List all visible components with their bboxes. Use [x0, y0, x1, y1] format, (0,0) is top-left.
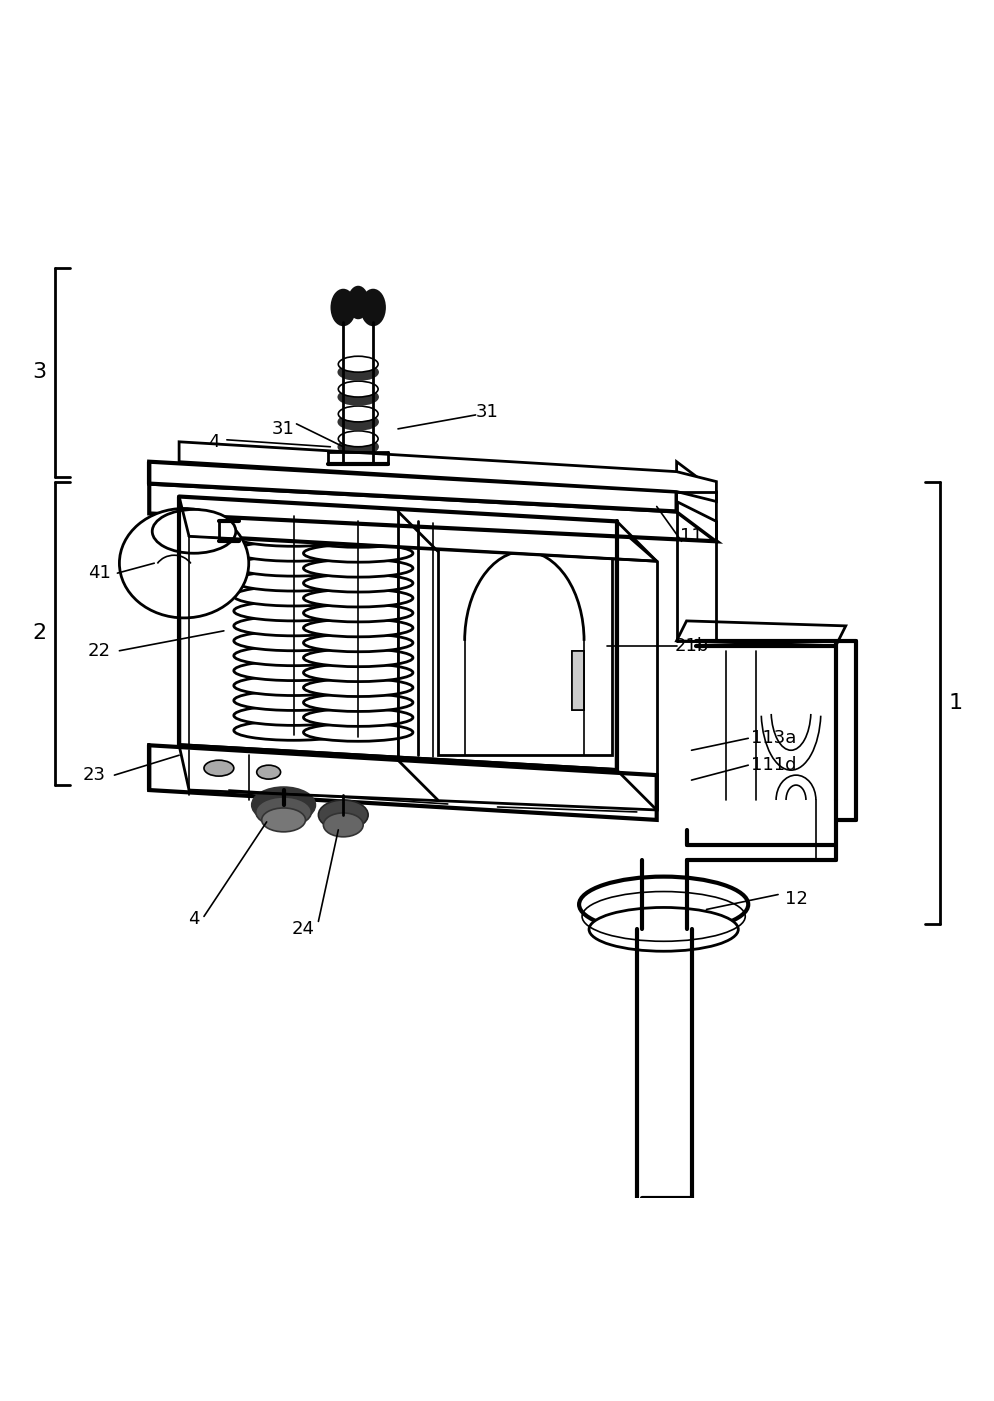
Ellipse shape [303, 649, 413, 667]
Ellipse shape [251, 787, 315, 822]
Text: 31: 31 [272, 420, 294, 439]
Ellipse shape [234, 706, 353, 726]
Text: 22: 22 [87, 642, 111, 660]
Ellipse shape [303, 693, 413, 712]
Polygon shape [149, 462, 676, 511]
Ellipse shape [303, 588, 413, 607]
Ellipse shape [303, 544, 413, 562]
Text: 4: 4 [208, 433, 220, 451]
Ellipse shape [204, 761, 234, 776]
Ellipse shape [338, 439, 378, 455]
Polygon shape [676, 621, 845, 646]
Ellipse shape [234, 646, 353, 665]
Polygon shape [149, 483, 716, 541]
Text: 113a: 113a [750, 730, 796, 747]
Ellipse shape [234, 527, 353, 546]
Ellipse shape [588, 908, 738, 951]
Ellipse shape [234, 616, 353, 636]
Polygon shape [179, 441, 716, 502]
Ellipse shape [303, 604, 413, 622]
Ellipse shape [338, 406, 378, 422]
Ellipse shape [318, 800, 368, 829]
Ellipse shape [303, 709, 413, 726]
Text: 1: 1 [947, 693, 961, 713]
Text: 31: 31 [476, 403, 498, 420]
Ellipse shape [303, 678, 413, 696]
Ellipse shape [338, 381, 378, 396]
Ellipse shape [234, 572, 353, 591]
Ellipse shape [234, 675, 353, 695]
Text: 24: 24 [291, 920, 315, 939]
Ellipse shape [338, 432, 378, 447]
Text: 12: 12 [784, 891, 806, 908]
Ellipse shape [348, 287, 368, 318]
Bar [572, 650, 583, 710]
Text: 21b: 21b [674, 637, 708, 654]
Ellipse shape [303, 530, 413, 548]
Ellipse shape [361, 290, 385, 325]
Ellipse shape [234, 601, 353, 621]
Ellipse shape [579, 877, 747, 932]
Text: 111d: 111d [750, 757, 796, 775]
Bar [437, 531, 611, 755]
Polygon shape [179, 502, 656, 562]
Ellipse shape [234, 720, 353, 740]
Polygon shape [179, 496, 616, 771]
Bar [572, 650, 583, 710]
Ellipse shape [323, 813, 363, 836]
Text: 4: 4 [188, 911, 200, 929]
Ellipse shape [152, 510, 236, 553]
Ellipse shape [234, 630, 353, 650]
Ellipse shape [303, 559, 413, 577]
Ellipse shape [338, 356, 378, 373]
Ellipse shape [338, 413, 378, 430]
Ellipse shape [303, 723, 413, 741]
Text: 2: 2 [33, 623, 47, 643]
Text: 11: 11 [680, 527, 702, 545]
Ellipse shape [234, 691, 353, 710]
Ellipse shape [234, 541, 353, 562]
Ellipse shape [234, 661, 353, 681]
Ellipse shape [261, 808, 305, 832]
Polygon shape [676, 462, 716, 541]
Ellipse shape [303, 619, 413, 637]
Text: 41: 41 [88, 565, 110, 583]
Polygon shape [149, 745, 656, 820]
Text: 3: 3 [33, 361, 47, 382]
Ellipse shape [338, 389, 378, 405]
Ellipse shape [234, 586, 353, 607]
Ellipse shape [303, 664, 413, 682]
Ellipse shape [303, 633, 413, 651]
Ellipse shape [234, 556, 353, 576]
Ellipse shape [256, 765, 280, 779]
Ellipse shape [303, 574, 413, 593]
Text: 23: 23 [83, 766, 106, 785]
Ellipse shape [331, 290, 355, 325]
Ellipse shape [338, 364, 378, 380]
Ellipse shape [119, 509, 248, 618]
Ellipse shape [255, 797, 311, 827]
